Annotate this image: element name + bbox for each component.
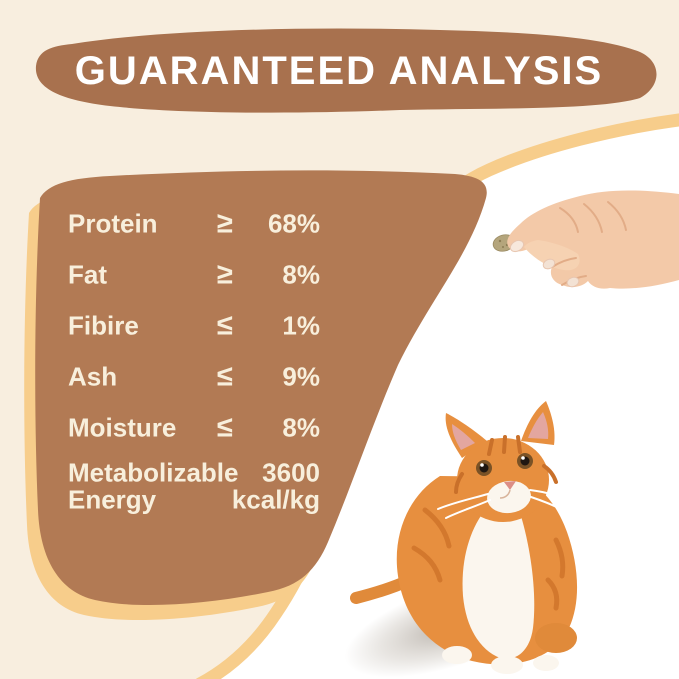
nutrient-value: 3600 kcal/kg [231,457,320,515]
guaranteed-analysis-table: Protein ≥ 68% Fat ≥ 8% Fibire ≤ 1% Ash ≤… [68,198,320,521]
comparison-operator: ≤ [217,360,233,392]
analysis-row: Metabolizable Energy 3600 kcal/kg [68,453,320,521]
hand-with-treat-image [492,190,679,289]
analysis-row: Fibire ≤ 1% [68,300,320,351]
nutrient-value: 9% [282,360,320,391]
nutrient-label: Metabolizable Energy [68,457,239,515]
analysis-row: Moisture ≤ 8% [68,402,320,453]
nutrient-label: Protein [68,207,158,238]
analysis-row: Ash ≤ 9% [68,351,320,402]
nutrient-label: Moisture [68,411,177,442]
analysis-panel-blob [35,170,487,606]
comparison-operator: ≥ [217,207,233,239]
nutrient-label: Fat [68,258,107,289]
nutrient-value: 1% [282,309,320,340]
kitten-image [344,401,578,678]
comparison-operator: ≤ [217,411,233,443]
page-title: GUARANTEED ANALYSIS [74,49,604,93]
nutrient-value: 8% [282,258,320,289]
analysis-row: Protein ≥ 68% [68,198,320,249]
nutrient-value: 8% [282,411,320,442]
nutrient-value: 68% [267,207,320,238]
banner-blob [35,28,657,113]
nutrient-label: Fibire [68,309,139,340]
comparison-operator: ≤ [217,309,233,341]
analysis-row: Fat ≥ 8% [68,249,320,300]
nutrient-label: Ash [68,360,118,391]
comparison-operator: ≥ [217,258,233,290]
